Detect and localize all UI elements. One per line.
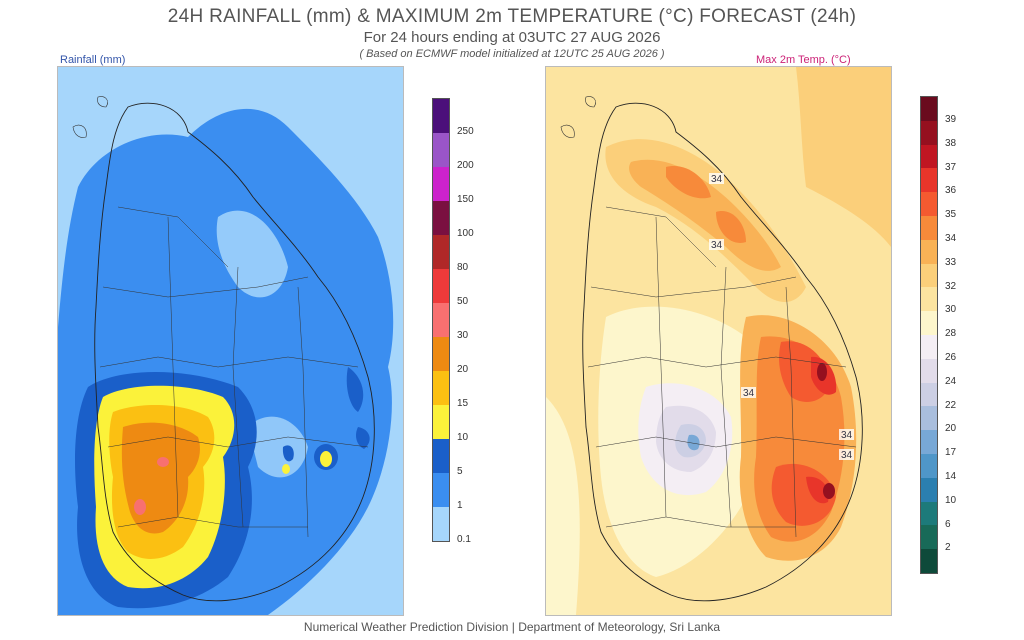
rainfall-legend-tick: 10 (457, 432, 469, 443)
contour-labels: 34 34 34 34 34 (709, 173, 854, 461)
temperature-legend-tick: 26 (945, 351, 957, 363)
rainfall-legend-tick: 150 (457, 194, 474, 205)
temperature-map-graphic: 34 34 34 34 34 (546, 67, 891, 615)
rainfall-map (57, 66, 404, 616)
rainfall-legend-tick: 1 (457, 500, 463, 511)
temperature-legend-tick: 6 (945, 518, 951, 530)
rainfall-legend-tick: 100 (457, 228, 474, 239)
rainfall-legend-tick: 80 (457, 262, 469, 273)
temperature-legend-swatch (921, 358, 937, 383)
temperature-legend-swatch (921, 549, 937, 573)
temperature-legend-swatch (921, 334, 937, 359)
rainfall-legend-swatch (433, 133, 449, 167)
temperature-legend-swatch (921, 168, 937, 193)
temperature-legend-tick: 17 (945, 447, 957, 459)
rainfall-legend-swatch (433, 99, 449, 133)
temperature-legend-tick: 22 (945, 399, 957, 411)
temperature-legend-swatch (921, 120, 937, 145)
temperature-legend (920, 96, 938, 574)
rainfall-legend-tick: 0.1 (457, 534, 471, 545)
temperature-legend-swatch (921, 501, 937, 526)
contour-label: 34 (711, 174, 723, 185)
rainfall-panel-label: Rainfall (mm) (60, 54, 126, 66)
rainfall-legend-swatch (433, 303, 449, 337)
temperature-legend-tick: 36 (945, 185, 957, 197)
temperature-legend-tick: 34 (945, 232, 957, 244)
temperature-legend-swatch (921, 311, 937, 335)
temperature-legend-swatch (921, 287, 937, 312)
rainfall-legend-swatch (433, 371, 449, 405)
contour-label: 34 (841, 450, 853, 461)
temperature-legend-tick: 30 (945, 304, 957, 316)
temperature-legend-swatch (921, 430, 937, 454)
temperature-legend-tick: 10 (945, 494, 957, 506)
temperature-panel-label: Max 2m Temp. (°C) (756, 54, 851, 66)
rainfall-legend-swatch (433, 507, 449, 541)
rainfall-legend-tick: 5 (457, 466, 463, 477)
temperature-legend-tick: 24 (945, 375, 957, 387)
temperature-legend-swatch (921, 215, 937, 240)
page-title: 24H RAINFALL (mm) & MAXIMUM 2m TEMPERATU… (167, 6, 857, 27)
temperature-legend-swatch (921, 382, 937, 407)
rainfall-legend-swatch (433, 201, 449, 235)
model-note: ( Based on ECMWF model initialized at 12… (359, 48, 665, 60)
rainfall-legend-tick: 50 (457, 296, 469, 307)
rainfall-legend-swatch (433, 269, 449, 303)
rainfall-legend-tick: 30 (457, 330, 469, 341)
rainfall-legend-swatch (433, 405, 449, 439)
temperature-map: 34 34 34 34 34 (545, 66, 892, 616)
temperature-legend-swatch (921, 144, 937, 169)
temperature-legend-swatch (921, 477, 937, 502)
rainfall-legend-swatch (433, 167, 449, 201)
rainfall-legend-swatch (433, 439, 449, 473)
rainfall-legend-swatch (433, 337, 449, 371)
contour-label: 34 (711, 240, 723, 251)
rainfall-legend (432, 98, 450, 542)
temperature-legend-swatch (921, 192, 937, 216)
temperature-legend-swatch (921, 525, 937, 550)
temperature-legend-tick: 35 (945, 209, 957, 221)
rainfall-legend-swatch (433, 235, 449, 269)
temperature-legend-tick: 32 (945, 280, 957, 292)
rainfall-legend-swatch (433, 473, 449, 507)
rainfall-legend-tick: 200 (457, 160, 474, 171)
temperature-legend-tick: 14 (945, 470, 957, 482)
footer-credit: Numerical Weather Prediction Division | … (303, 620, 721, 634)
contour-label: 34 (841, 430, 853, 441)
temperature-legend-tick: 38 (945, 137, 957, 149)
temperature-legend-tick: 28 (945, 328, 957, 340)
rainfall-map-graphic (58, 67, 403, 615)
temperature-legend-swatch (921, 263, 937, 288)
temperature-legend-swatch (921, 406, 937, 431)
temperature-legend-tick: 20 (945, 423, 957, 435)
temperature-legend-swatch (921, 453, 937, 478)
contour-label: 34 (743, 388, 755, 399)
rainfall-legend-tick: 15 (457, 398, 469, 409)
temperature-legend-tick: 37 (945, 161, 957, 173)
rainfall-legend-tick: 250 (457, 126, 474, 137)
forecast-period: For 24 hours ending at 03UTC 27 AUG 2026 (363, 29, 661, 46)
temperature-legend-swatch (921, 97, 937, 121)
temperature-legend-tick: 2 (945, 542, 951, 554)
rainfall-legend-tick: 20 (457, 364, 469, 375)
temperature-legend-tick: 39 (945, 113, 957, 125)
temperature-legend-tick: 33 (945, 256, 957, 268)
temperature-legend-swatch (921, 239, 937, 264)
